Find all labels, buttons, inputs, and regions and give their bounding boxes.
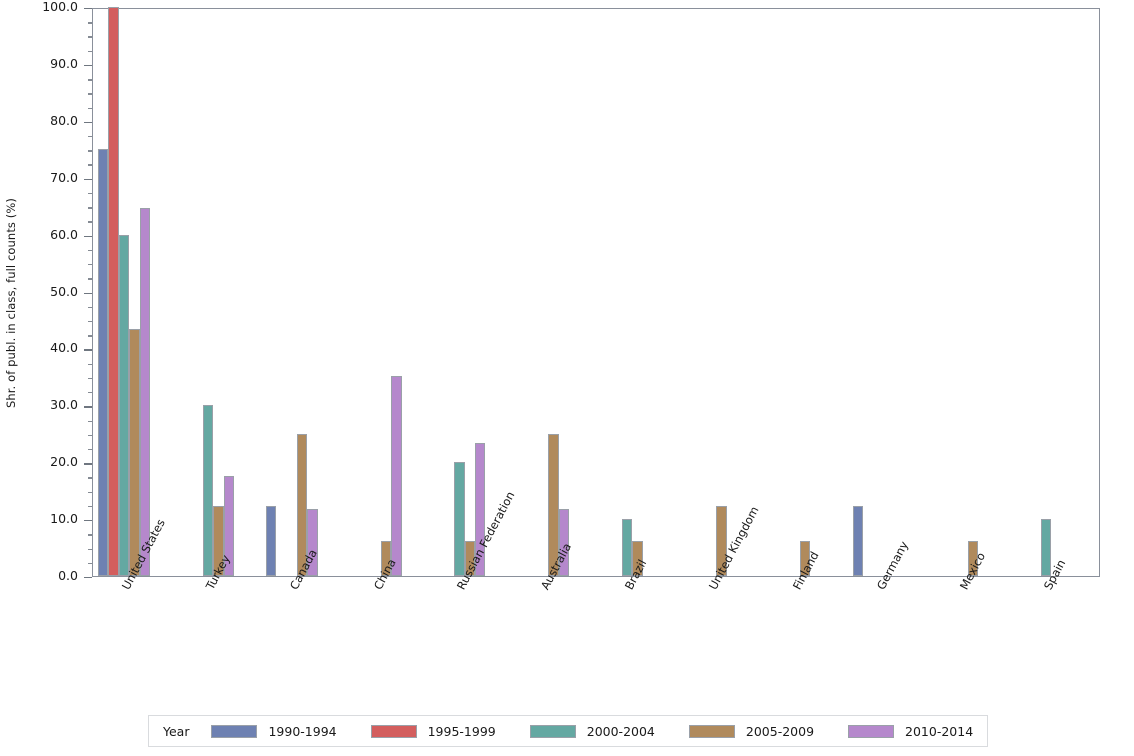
bar — [391, 375, 402, 576]
y-axis-minor-tick-mark — [87, 491, 92, 494]
legend-swatch — [848, 724, 895, 738]
legend-swatch — [529, 724, 576, 738]
y-axis-minor-tick-mark — [87, 107, 92, 109]
y-axis-minor-tick-mark — [87, 207, 92, 209]
bar — [799, 541, 811, 576]
y-axis-tick-mark — [84, 292, 92, 294]
y-axis-tick-mark — [84, 406, 92, 408]
y-axis-minor-tick-mark — [87, 434, 92, 437]
y-axis-minor-tick-mark — [87, 477, 92, 479]
legend-swatch — [370, 724, 417, 738]
y-axis-tick-mark — [84, 121, 92, 124]
y-axis-minor-tick-mark — [87, 320, 92, 323]
legend-item[interactable]: 2000-2004 — [529, 723, 655, 739]
y-axis-minor-tick-mark — [87, 534, 92, 536]
y-axis-tick-label: 70.0 — [50, 169, 78, 185]
legend-item-label: 1995-1999 — [427, 723, 496, 739]
bar — [98, 149, 109, 576]
bar — [558, 509, 570, 576]
bar — [139, 208, 151, 576]
bar — [307, 509, 318, 576]
y-axis-tick-mark — [84, 235, 92, 237]
y-axis-minor-tick-mark — [87, 50, 92, 53]
y-axis-minor-tick-mark — [87, 93, 92, 95]
y-axis-minor-tick-mark — [87, 164, 92, 166]
bar — [202, 405, 214, 576]
y-axis-minor-tick-mark — [87, 150, 92, 152]
legend-item-label: 2010-2014 — [905, 723, 974, 739]
y-axis-tick-mark — [84, 520, 92, 522]
bar — [967, 541, 978, 576]
y-axis-minor-tick-mark — [87, 79, 92, 81]
y-axis-tick-label: 50.0 — [50, 283, 78, 299]
y-axis-tick-label: 90.0 — [50, 55, 78, 71]
plot-area — [92, 8, 1100, 577]
bar — [129, 328, 140, 576]
y-axis-minor-tick-mark — [87, 264, 92, 266]
legend-item-label: 2000-2004 — [586, 723, 655, 739]
y-axis-minor-tick-mark — [87, 278, 92, 280]
legend-item[interactable]: 2010-2014 — [848, 724, 973, 739]
bar — [621, 519, 633, 576]
y-axis-tick-mark — [84, 349, 92, 351]
bar — [223, 476, 234, 576]
y-axis-tick-mark — [84, 178, 92, 181]
y-axis-minor-tick-mark — [87, 192, 92, 195]
legend-item[interactable]: 1995-1999 — [370, 723, 496, 739]
legend-swatch — [688, 724, 735, 738]
y-axis-tick-mark — [84, 577, 92, 579]
bars-layer — [93, 7, 1099, 576]
bar — [454, 462, 465, 576]
y-axis-tick-label: 80.0 — [50, 112, 78, 128]
y-axis-minor-tick-mark — [87, 306, 92, 309]
y-axis-minor-tick-mark — [87, 548, 92, 550]
bar — [380, 541, 392, 576]
legend-item[interactable]: 2005-2009 — [688, 723, 815, 739]
y-axis-tick-mark — [84, 463, 92, 465]
y-axis-minor-tick-mark — [87, 562, 92, 565]
bar — [852, 506, 863, 576]
legend-item[interactable]: 1990-1994 — [211, 723, 337, 739]
y-axis-tick-label: 40.0 — [50, 340, 78, 356]
bar — [118, 234, 130, 576]
y-axis-title: Shr. of publ. in class, full counts (%) — [4, 198, 18, 408]
y-axis-tick-mark — [84, 64, 92, 67]
y-axis-tick-label: 30.0 — [50, 397, 78, 413]
bar — [296, 434, 308, 576]
legend-title: Year — [163, 723, 190, 739]
y-axis-minor-tick-mark — [87, 420, 92, 422]
y-axis-tick-label: 20.0 — [50, 454, 78, 470]
y-axis-minor-tick-mark — [87, 36, 92, 38]
legend-item-label: 1990-1994 — [268, 723, 337, 739]
y-axis-minor-tick-mark — [87, 22, 92, 24]
y-axis-tick-label: 10.0 — [50, 511, 78, 527]
y-axis-minor-tick-mark — [87, 448, 92, 451]
legend-entries: 1990-1994 1995-1999 2000-2004 2005-2009 2010… — [211, 724, 1007, 739]
legend: Year 1990-1994 1995-1999 2000-2004 2005-200… — [148, 715, 988, 747]
y-axis-tick-label: 60.0 — [50, 226, 78, 242]
bar — [213, 506, 224, 576]
y-axis-tick-label: 100.0 — [42, 0, 78, 14]
legend-swatch — [211, 724, 258, 738]
y-axis-minor-tick-mark — [87, 136, 92, 138]
bar — [475, 442, 486, 576]
bar — [716, 506, 727, 576]
bar — [632, 541, 643, 576]
bar — [464, 541, 475, 576]
y-axis-minor-tick-mark — [87, 363, 92, 366]
legend-item-label: 2005-2009 — [745, 723, 815, 739]
y-axis-minor-tick-mark — [87, 505, 92, 508]
y-axis-tick-mark — [84, 8, 92, 10]
bar — [1041, 519, 1052, 576]
y-axis-tick-label: 0.0 — [58, 568, 78, 583]
y-axis-minor-tick-mark — [87, 335, 92, 337]
y-axis-minor-tick-mark — [87, 221, 92, 223]
y-axis-minor-tick-mark — [87, 249, 92, 252]
bar — [108, 7, 119, 576]
y-axis-minor-tick-mark — [87, 377, 92, 380]
bar — [548, 434, 559, 576]
y-axis-minor-tick-mark — [87, 392, 92, 394]
bar — [265, 506, 277, 576]
